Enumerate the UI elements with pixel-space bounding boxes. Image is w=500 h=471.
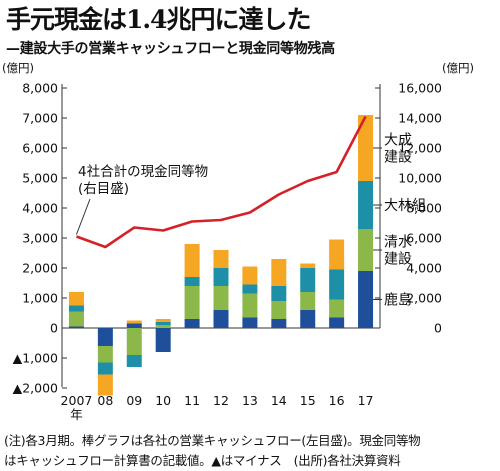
- left-tick-label: 5,000: [22, 171, 58, 186]
- bar-segment-shimizu: [358, 229, 374, 271]
- bar-segment-taisei: [68, 292, 84, 306]
- bar-segment-taisei: [242, 266, 258, 285]
- x-tick-label: 2007: [61, 393, 93, 408]
- bar-segment-shimizu: [68, 311, 84, 327]
- bar-segment-taisei: [126, 320, 142, 324]
- left-tick-label: 8,000: [22, 81, 58, 96]
- series-label-shimizu: 清水: [384, 235, 412, 251]
- x-tick-label: 17: [358, 393, 374, 408]
- bar-segment-kajima: [97, 328, 113, 346]
- bar-segment-kajima: [358, 271, 374, 328]
- line-annotation-leader: [75, 198, 91, 235]
- bar-segment-shimizu: [213, 286, 229, 310]
- right-tick-label: 10,000: [398, 171, 442, 186]
- series-label-shimizu: 建設: [384, 252, 412, 268]
- bar-segment-kajima: [242, 317, 258, 328]
- bar-segment-taisei: [97, 374, 113, 396]
- bar-segment-taisei: [213, 250, 229, 268]
- bar-segment-taisei: [358, 115, 374, 181]
- line-annotation-text: 4社合計の現金同等物: [78, 163, 208, 180]
- left-tick-label: 2,000: [22, 261, 58, 276]
- series-label-taisei: 大成: [384, 133, 412, 149]
- x-tick-label: 10: [155, 393, 171, 408]
- bar-segment-obayashi: [184, 277, 200, 286]
- bar-segment-kajima: [126, 323, 142, 328]
- left-tick-label: ▲1,000: [13, 351, 58, 366]
- bar-segment-taisei: [184, 244, 200, 277]
- bar-segment-obayashi: [271, 286, 287, 301]
- series-label-obayashi: 大林組: [384, 198, 426, 214]
- right-tick-label: 2,000: [406, 291, 442, 306]
- bar-segment-kajima: [213, 310, 229, 328]
- bar-segment-shimizu: [155, 325, 171, 328]
- left-tick-label: 0: [50, 321, 58, 336]
- bar-segment-obayashi: [126, 355, 142, 367]
- footnote-line-1: (注)各3月期。棒グラフは各社の営業キャッシュフロー(左目盛)。現金同等物: [4, 433, 421, 448]
- right-tick-label: 16,000: [398, 81, 442, 96]
- x-tick-label: 14: [271, 393, 287, 408]
- bar-segment-obayashi: [68, 305, 84, 312]
- x-tick-label: 09: [126, 393, 142, 408]
- x-tick-label: 13: [242, 393, 258, 408]
- left-axis-unit: (億円): [2, 61, 34, 75]
- bar-segment-obayashi: [329, 269, 345, 300]
- left-tick-label: ▲2,000: [13, 381, 58, 396]
- line-annotation-text: (右目盛): [78, 181, 129, 197]
- bar-segment-kajima: [184, 319, 200, 328]
- x-tick-label: 16: [329, 393, 345, 408]
- bar-segment-kajima: [300, 310, 316, 328]
- x-tick-label: 15: [300, 393, 316, 408]
- bar-segment-obayashi: [155, 322, 171, 325]
- right-axis-unit: (億円): [442, 61, 474, 75]
- bar-segment-obayashi: [242, 284, 258, 294]
- bar-segment-shimizu: [271, 301, 287, 319]
- bar-segment-shimizu: [97, 346, 113, 363]
- bar-segment-shimizu: [126, 328, 142, 355]
- bar-segment-obayashi: [213, 268, 229, 286]
- x-tick-label-suffix: 年: [70, 407, 83, 422]
- bar-segment-taisei: [329, 239, 345, 270]
- bar-segment-shimizu: [300, 292, 316, 310]
- bar-segment-kajima: [271, 319, 287, 328]
- right-tick-label: 0: [434, 321, 442, 336]
- left-tick-label: 7,000: [22, 111, 58, 126]
- cash-equivalents-line: [76, 115, 367, 249]
- chart-subtitle: —建設大手の営業キャッシュフローと現金同等物残高: [6, 41, 335, 57]
- bar-segment-kajima: [155, 328, 171, 352]
- bar-segment-obayashi: [358, 181, 374, 229]
- chart-title: 手元現金は1.4兆円に達した: [6, 5, 311, 34]
- x-tick-label: 11: [184, 393, 200, 408]
- bar-segment-taisei: [155, 319, 171, 322]
- bar-segment-obayashi: [97, 362, 113, 375]
- right-tick-label: 8,000: [406, 201, 442, 216]
- x-tick-label: 12: [213, 393, 229, 408]
- bar-segment-taisei: [300, 263, 316, 268]
- left-tick-label: 6,000: [22, 141, 58, 156]
- series-label-kajima: 鹿島: [384, 292, 412, 309]
- bar-segment-kajima: [329, 317, 345, 328]
- left-tick-label: 3,000: [22, 231, 58, 246]
- right-tick-label: 12,000: [398, 141, 442, 156]
- footnote-line-2: はキャッシュフロー計算書の記載値。▲はマイナス (出所)各社決算資料: [4, 453, 401, 468]
- right-tick-label: 4,000: [406, 261, 442, 276]
- right-tick-label: 14,000: [398, 111, 442, 126]
- bar-segment-shimizu: [242, 293, 258, 318]
- right-tick-label: 6,000: [406, 231, 442, 246]
- bar-segment-shimizu: [184, 286, 200, 319]
- series-label-taisei: 建設: [384, 150, 412, 166]
- left-tick-label: 1,000: [22, 291, 58, 306]
- left-tick-label: 4,000: [22, 201, 58, 216]
- bar-segment-taisei: [271, 259, 287, 286]
- bar-segment-obayashi: [300, 268, 316, 292]
- bar-segment-shimizu: [329, 299, 345, 318]
- x-tick-label: 08: [97, 393, 113, 408]
- bar-segment-kajima: [68, 326, 84, 328]
